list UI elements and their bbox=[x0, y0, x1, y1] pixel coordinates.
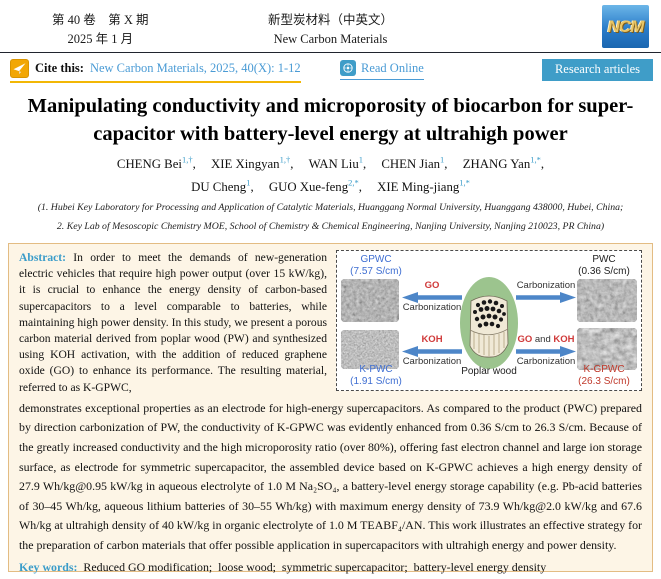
arrow-right-icon bbox=[516, 291, 576, 303]
author-affil-mark: 1,* bbox=[530, 155, 541, 165]
sem-image-kgpwc bbox=[577, 328, 637, 370]
sem-image-gpwc bbox=[341, 279, 399, 322]
read-online-link[interactable]: Read Online bbox=[361, 60, 424, 75]
article-title: Manipulating conductivity and microporos… bbox=[0, 93, 661, 148]
keywords-line: Key words: Reduced GO modification; loos… bbox=[19, 559, 547, 574]
author: CHEN Jian1, bbox=[381, 155, 448, 172]
issue-info: 第 40 卷 第 X 期 2025 年 1 月 bbox=[52, 11, 149, 50]
journal-masthead: 第 40 卷 第 X 期 2025 年 1 月 新型炭材料（中英文） New C… bbox=[0, 0, 661, 52]
keywords-label: Key words: bbox=[19, 559, 78, 574]
journal-name-cn: 新型炭材料（中英文） bbox=[267, 13, 393, 27]
read-online-icon bbox=[340, 60, 356, 76]
author: ZHANG Yan1,*, bbox=[462, 155, 545, 172]
article-title-line2: capacitor with battery-level energy at u… bbox=[93, 122, 568, 145]
journal-name: 新型炭材料（中英文） New Carbon Materials bbox=[0, 11, 661, 50]
paper-plane-icon bbox=[10, 59, 29, 78]
author-affil-mark: 2,* bbox=[348, 177, 359, 188]
affiliation-2: 2. Key Lab of Mesoscopic Chemistry MOE, … bbox=[56, 221, 605, 233]
arrow-left-icon bbox=[402, 345, 462, 357]
abstract-body: demonstrates exceptional properties as a… bbox=[19, 400, 642, 552]
arrow-right-icon bbox=[516, 345, 576, 357]
node-label-kpwc: K-PWC (1.91 S/cm) bbox=[350, 364, 402, 388]
node-label-kgpwc: K-GPWC (26.3 S/cm) bbox=[578, 364, 630, 388]
abstract-box: Abstract: In order to meet the demands o… bbox=[8, 243, 653, 574]
issue-date: 2025 年 1 月 bbox=[67, 32, 134, 47]
poplar-wood-illustration bbox=[459, 276, 519, 374]
poplar-wood-label: Poplar wood bbox=[461, 366, 517, 377]
cite-bar: Cite this: New Carbon Materials, 2025, 4… bbox=[10, 59, 653, 84]
affiliation-1: (1. Hubei Key Laboratory for Processing … bbox=[37, 202, 624, 213]
journal-logo-text: NCM bbox=[607, 16, 645, 36]
arrow-carbonization: Carbonization bbox=[514, 280, 578, 303]
read-online-group[interactable]: Read Online bbox=[340, 60, 424, 80]
cite-this-group: Cite this: New Carbon Materials, 2025, 4… bbox=[10, 59, 301, 83]
arrow-go-carbonization: GO Carbonization bbox=[402, 280, 462, 313]
cite-link[interactable]: New Carbon Materials, 2025, 40(X): 1-12 bbox=[89, 61, 301, 75]
article-type-badge[interactable]: Research articles bbox=[541, 59, 653, 81]
masthead-divider bbox=[0, 52, 661, 53]
cite-this-label: Cite this: bbox=[35, 61, 84, 75]
journal-logo: NCM bbox=[602, 5, 649, 48]
author: GUO Xue-feng2,*, bbox=[268, 177, 362, 194]
author-affil-mark: 1 bbox=[358, 155, 363, 165]
node-label-pwc: PWC (0.36 S/cm) bbox=[578, 254, 630, 277]
author-affil-mark: 1,† bbox=[279, 155, 291, 165]
author-line-1: CHENG Bei1,†, XIE Xingyan1,†, WAN Liu1, … bbox=[0, 153, 661, 175]
author-affil-mark: 1 bbox=[440, 155, 445, 165]
author-affil-mark: 1,† bbox=[181, 155, 193, 165]
sem-image-kpwc bbox=[341, 330, 399, 369]
author: DU Cheng1, bbox=[191, 177, 254, 194]
author-line-2: DU Cheng1, GUO Xue-feng2,*, XIE Ming-jia… bbox=[0, 175, 661, 197]
sem-image-pwc bbox=[577, 279, 637, 322]
author: XIE Ming-jiang1,* bbox=[377, 177, 470, 194]
arrow-left-icon bbox=[402, 291, 462, 303]
author-affil-mark: 1 bbox=[246, 177, 251, 188]
issue-volume: 第 40 卷 第 X 期 bbox=[52, 13, 149, 27]
abstract-label: Abstract: bbox=[19, 251, 67, 264]
abstract-intro: Abstract: In order to meet the demands o… bbox=[19, 251, 327, 394]
author-affil-mark: 1,* bbox=[459, 177, 470, 188]
author: XIE Xingyan1,†, bbox=[210, 155, 294, 172]
arrow-go-koh-carbonization: GO and KOH Carbonization bbox=[516, 334, 576, 367]
affiliations: (1. Hubei Key Laboratory for Processing … bbox=[0, 198, 661, 236]
author: CHENG Bei1,†, bbox=[116, 155, 196, 172]
arrow-koh-carbonization: KOH Carbonization bbox=[402, 334, 462, 367]
node-label-gpwc: GPWC (7.57 S/cm) bbox=[350, 254, 402, 277]
author: WAN Liu1, bbox=[308, 155, 367, 172]
graphical-abstract: GPWC (7.57 S/cm) PWC (0.36 S/cm) bbox=[336, 250, 642, 391]
author-list: CHENG Bei1,†, XIE Xingyan1,†, WAN Liu1, … bbox=[0, 153, 661, 198]
journal-name-en: New Carbon Materials bbox=[273, 32, 388, 47]
article-title-line1: Manipulating conductivity and microporos… bbox=[27, 95, 634, 117]
